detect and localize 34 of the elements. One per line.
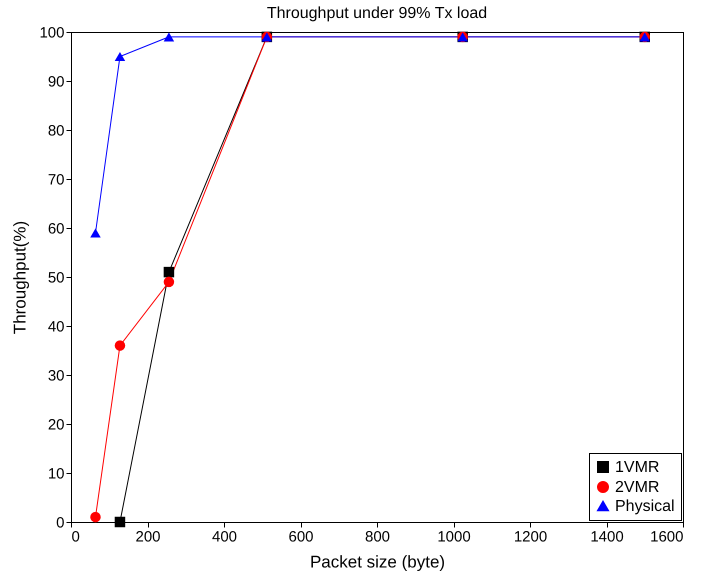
y-axis-title: Throughput(%) xyxy=(10,220,30,334)
legend-label: 2VMR xyxy=(615,479,660,496)
y-tick-label: 30 xyxy=(48,368,64,384)
y-tick-label: 70 xyxy=(48,172,64,188)
y-tick-label: 10 xyxy=(48,466,64,482)
point xyxy=(90,228,101,238)
y-tick-label: 80 xyxy=(48,122,64,140)
x-axis-title: Packet size (byte) xyxy=(310,552,446,572)
x-tick-label: 800 xyxy=(364,528,390,546)
y-tick-label: 50 xyxy=(48,270,64,286)
x-tick-label: 600 xyxy=(288,528,314,546)
point xyxy=(114,516,126,528)
point xyxy=(164,276,174,288)
x-tick-label: 1200 xyxy=(514,528,548,546)
x-tick-label: 200 xyxy=(135,528,161,546)
x-tick-label: 400 xyxy=(212,528,238,546)
point xyxy=(164,266,174,278)
y-tick-label: 40 xyxy=(48,318,64,336)
x-tick-label: 1000 xyxy=(437,528,471,546)
chart-title: Throughput under 99% Tx load xyxy=(266,5,488,22)
y-tick-label: 60 xyxy=(48,220,64,238)
point xyxy=(114,52,126,62)
y-tick-label: 20 xyxy=(48,416,64,434)
point xyxy=(114,340,126,351)
x-tick-label: 0 xyxy=(72,528,80,546)
y-tick-label: 0 xyxy=(56,514,64,532)
y-tick-label: 100 xyxy=(39,24,64,42)
legend-label: 1VMR xyxy=(615,459,660,476)
x-tick-label: 1400 xyxy=(590,528,624,546)
x-tick-label: 1600 xyxy=(650,528,684,546)
point xyxy=(90,512,101,522)
legend-label: Physical xyxy=(615,498,675,515)
point xyxy=(164,32,174,42)
y-tick-label: 90 xyxy=(48,74,64,90)
